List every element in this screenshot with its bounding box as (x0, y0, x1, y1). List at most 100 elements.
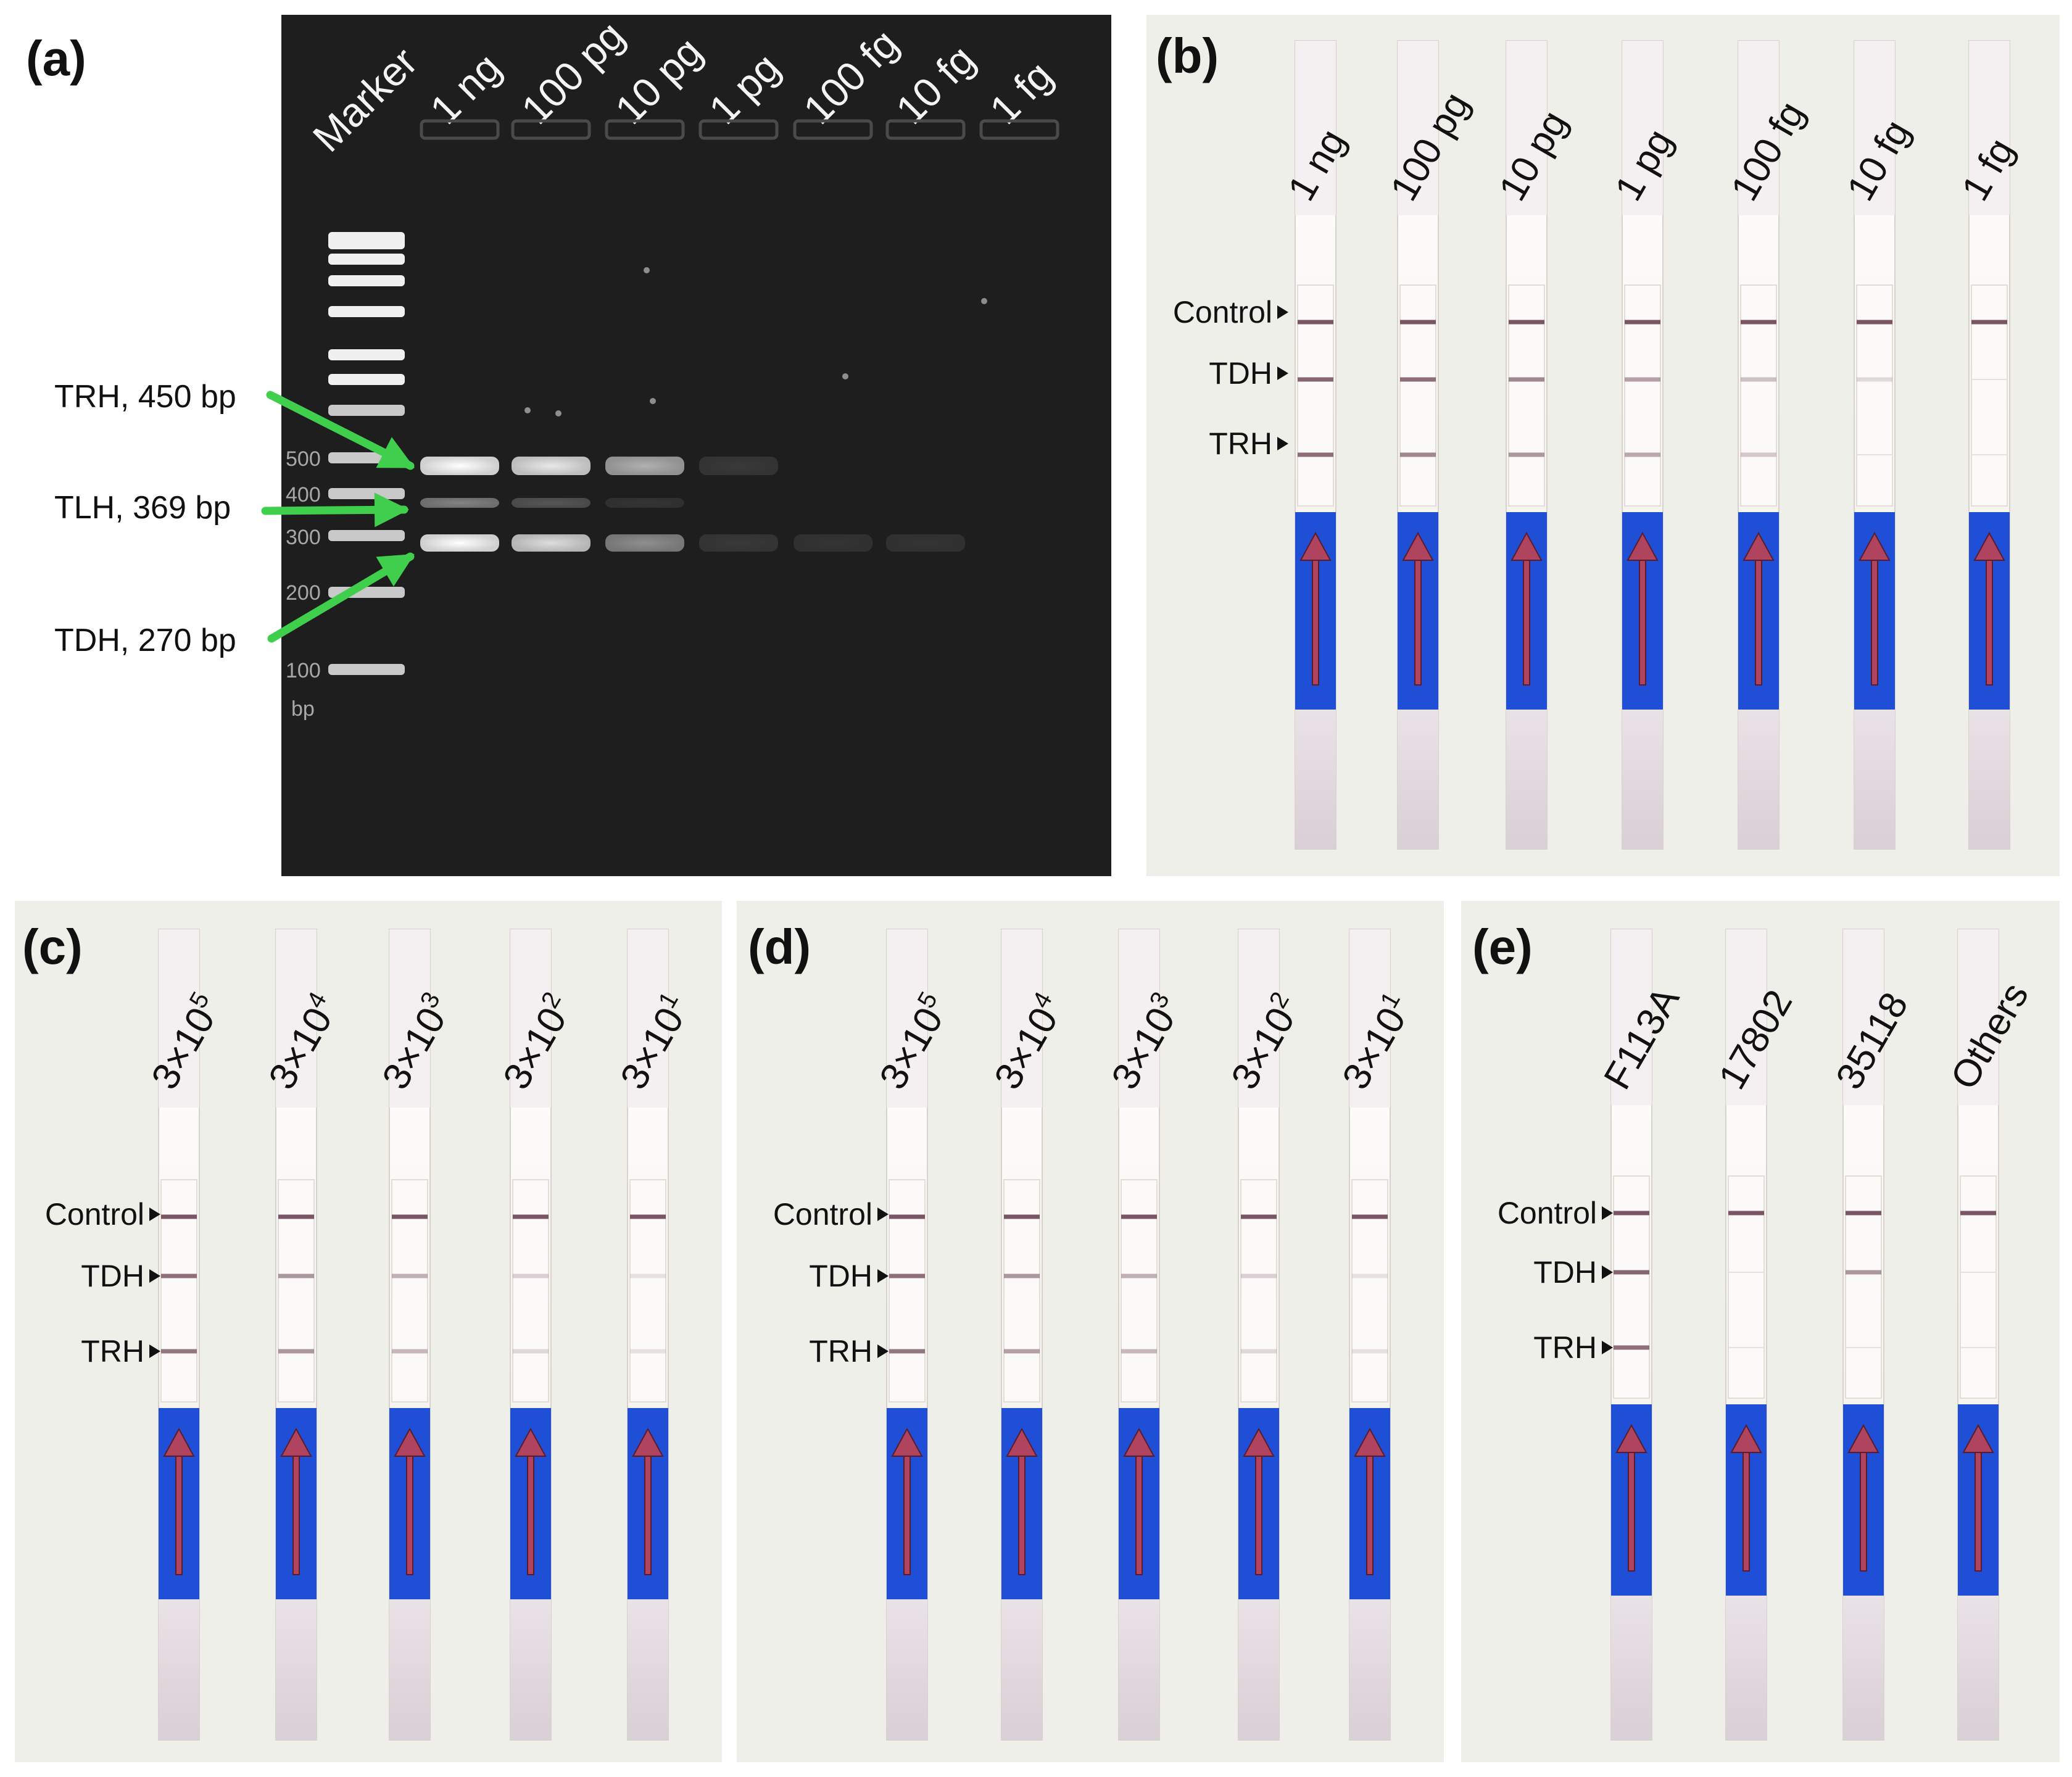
marker-label-control: Control (1498, 1196, 1597, 1230)
strip-arrow-head (1123, 1427, 1155, 1457)
strip-window (278, 1179, 315, 1402)
strip-arrow-head (1006, 1427, 1038, 1457)
gel-well (605, 119, 685, 140)
marker-pointer (149, 1269, 160, 1283)
strip-absorbent-pad (1295, 710, 1336, 849)
strip-sample-pad (887, 929, 927, 1108)
strip-arrow (1366, 1451, 1374, 1575)
strip-line-trh (392, 1349, 428, 1354)
strip-window (1613, 1175, 1650, 1399)
strip-arrow (1414, 555, 1422, 686)
test-strip: 3×104 (260, 929, 341, 1741)
test-strip: 100 fg (1723, 40, 1813, 850)
strip-window (629, 1179, 666, 1402)
marker-pointer (877, 1269, 889, 1283)
strip-arrow-head (1402, 531, 1434, 561)
marker-pointer (1277, 305, 1288, 319)
strip-line-trh (1400, 452, 1436, 457)
panel-e-label: (e) (1472, 919, 1533, 974)
strip-absorbent-pad (1001, 1599, 1042, 1740)
strip-line-control (1298, 320, 1333, 325)
strip-window (1728, 1175, 1765, 1399)
strip-line-tdh (161, 1274, 197, 1278)
marker-pointer (877, 1207, 889, 1221)
gel-well (420, 119, 500, 140)
strip-absorbent-pad (628, 1599, 668, 1740)
strip-line-control (278, 1214, 314, 1219)
panel-d-label: (d) (748, 919, 811, 974)
strip-absorbent-pad (1622, 710, 1663, 849)
strip-arrow (903, 1451, 911, 1575)
gel-speck (842, 373, 848, 379)
gel-band-tdh (420, 534, 499, 552)
marker-label-tdh: TDH (809, 1259, 872, 1293)
green-arrow-head (376, 437, 415, 468)
strip-sample-pad (1854, 41, 1895, 215)
strip-arrow-head (280, 1427, 312, 1457)
ladder-band (328, 530, 405, 541)
strip-line-control (1728, 1211, 1764, 1216)
strip-absorbent-pad (1958, 1596, 1999, 1740)
strip-line-control (1857, 320, 1892, 325)
gel-band-tlh (512, 498, 591, 508)
strip-line-tdh (889, 1274, 925, 1278)
ladder-band (328, 405, 405, 416)
strip-absorbent-pad (510, 1599, 551, 1740)
strip-line-control (1960, 1211, 1996, 1216)
strip-arrow-head (394, 1427, 426, 1457)
ladder-band (328, 488, 405, 499)
strip-window (160, 1179, 197, 1402)
strip-line-control (1352, 1214, 1388, 1219)
strip-line-tdh (392, 1274, 428, 1278)
gel-band-trh (512, 457, 591, 475)
ladder-size-label: 500 (286, 447, 321, 471)
strip-line-control (1121, 1214, 1157, 1219)
gel-speck (555, 410, 562, 416)
strip-line-tdh (1846, 1270, 1881, 1275)
strip-line-control (513, 1214, 549, 1219)
strip-line-trh (1741, 452, 1776, 457)
strip-absorbent-pad (1969, 710, 2010, 849)
strip-arrow (1639, 555, 1646, 686)
strip-arrow-head (1615, 1423, 1647, 1453)
strip-absorbent-pad (887, 1599, 927, 1740)
green-arrow-head (374, 492, 409, 528)
strip-line-trh (630, 1349, 666, 1354)
strip-arrow (1986, 555, 1993, 686)
gel-speck (524, 407, 531, 413)
ladder-band (328, 306, 405, 317)
panel-c-card (15, 901, 722, 1762)
strip-line-trh (1509, 452, 1544, 457)
strip-window (1856, 284, 1893, 507)
strip-arrow (406, 1451, 413, 1575)
strip-line-tdh (630, 1274, 666, 1278)
strip-window (1845, 1175, 1882, 1399)
strip-sample-pad (1611, 929, 1652, 1106)
gel-band-tdh (605, 534, 684, 552)
gel-well (885, 119, 966, 140)
strip-absorbent-pad (1398, 710, 1438, 849)
strip-line-trh (1625, 452, 1660, 457)
strip-window (1297, 284, 1334, 507)
strip-window (512, 1179, 549, 1402)
marker-label-tdh: TDH (1209, 356, 1272, 391)
strip-arrow (1975, 1447, 1982, 1572)
test-strip: 1 fg (1954, 40, 2023, 850)
test-strip: 17802 (1710, 929, 1801, 1741)
gel-well (793, 119, 873, 140)
strip-arrow-head (1510, 531, 1543, 561)
strip-window (1240, 1179, 1277, 1402)
gel-image (281, 15, 1111, 876)
strip-line-tdh (1509, 377, 1544, 382)
gel-well (979, 119, 1059, 140)
marker-pointer (1602, 1265, 1613, 1279)
ladder-size-label: 100 (286, 659, 321, 682)
marker-label-trh: TRH (809, 1334, 872, 1369)
strip-sample-pad (1622, 41, 1663, 215)
gel-well (698, 119, 779, 140)
marker-pointer (1277, 367, 1288, 380)
